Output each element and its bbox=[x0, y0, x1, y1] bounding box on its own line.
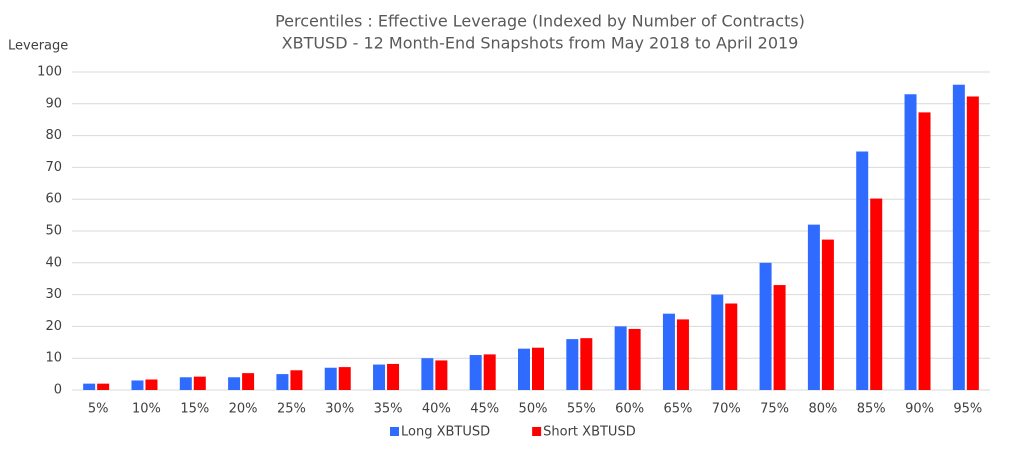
bar bbox=[532, 347, 544, 390]
bar bbox=[338, 367, 351, 390]
bar bbox=[628, 328, 641, 390]
x-tick-label: 30% bbox=[325, 402, 354, 417]
x-tick-label: 60% bbox=[615, 402, 644, 417]
bar bbox=[518, 348, 530, 390]
bar bbox=[711, 294, 724, 390]
bar bbox=[580, 338, 593, 390]
y-tick-label: 20 bbox=[45, 319, 62, 334]
x-tick-label: 85% bbox=[857, 402, 886, 417]
legend-label: Short XBTUSD bbox=[543, 425, 636, 440]
bar bbox=[435, 360, 448, 390]
chart-title: Percentiles : Effective Leverage (Indexe… bbox=[275, 12, 805, 31]
legend-swatch bbox=[532, 427, 542, 436]
bar bbox=[83, 383, 96, 390]
x-tick-label: 70% bbox=[712, 402, 741, 417]
bar bbox=[614, 326, 627, 390]
bar bbox=[290, 370, 303, 390]
y-tick-label: 30 bbox=[45, 287, 62, 302]
bar bbox=[193, 376, 206, 390]
x-tick-label: 20% bbox=[229, 402, 258, 417]
bar bbox=[856, 151, 869, 390]
x-tick-label: 50% bbox=[519, 402, 548, 417]
y-tick-label: 100 bbox=[37, 65, 62, 80]
bar bbox=[725, 303, 738, 390]
bar bbox=[759, 262, 772, 390]
x-tick-label: 80% bbox=[808, 402, 837, 417]
x-tick-label: 55% bbox=[567, 402, 596, 417]
y-tick-label: 40 bbox=[45, 255, 62, 270]
chart-subtitle: XBTUSD - 12 Month-End Snapshots from May… bbox=[282, 34, 799, 53]
bar bbox=[821, 239, 834, 390]
x-tick-label: 75% bbox=[760, 402, 789, 417]
bar bbox=[870, 198, 883, 390]
x-tick-label: 10% bbox=[132, 402, 161, 417]
y-tick-label: 0 bbox=[54, 383, 62, 398]
bar bbox=[676, 319, 689, 390]
x-tick-label: 15% bbox=[180, 402, 209, 417]
bar bbox=[952, 84, 965, 390]
y-tick-label: 60 bbox=[45, 192, 62, 207]
x-tick-label: 95% bbox=[953, 402, 982, 417]
bar bbox=[324, 367, 337, 390]
y-tick-label: 10 bbox=[45, 351, 62, 366]
bar bbox=[773, 285, 786, 390]
bar bbox=[662, 313, 675, 390]
bar bbox=[966, 96, 979, 391]
legend-swatch bbox=[390, 427, 399, 436]
bar bbox=[918, 112, 931, 391]
bar bbox=[421, 358, 434, 390]
x-tick-label: 35% bbox=[374, 402, 403, 417]
x-tick-label: 25% bbox=[277, 402, 306, 417]
bar bbox=[131, 380, 144, 390]
y-tick-label: 90 bbox=[45, 96, 62, 111]
bar bbox=[566, 339, 579, 390]
x-tick-label: 40% bbox=[422, 402, 451, 417]
bar bbox=[387, 363, 400, 390]
bar bbox=[483, 354, 496, 390]
bar bbox=[373, 364, 386, 390]
bar bbox=[228, 377, 241, 390]
y-tick-label: 50 bbox=[45, 224, 62, 239]
legend-label: Long XBTUSD bbox=[401, 425, 490, 440]
x-tick-label: 5% bbox=[88, 402, 109, 417]
y-tick-label: 80 bbox=[45, 128, 62, 143]
bar bbox=[469, 355, 482, 390]
y-tick-label: 70 bbox=[45, 160, 62, 175]
bar bbox=[904, 94, 917, 390]
x-tick-label: 65% bbox=[663, 402, 692, 417]
y-axis-label: Leverage bbox=[8, 39, 68, 54]
bar bbox=[276, 374, 289, 390]
x-tick-label: 90% bbox=[905, 402, 934, 417]
bar bbox=[145, 379, 158, 390]
x-tick-label: 45% bbox=[470, 402, 499, 417]
bar bbox=[97, 383, 110, 390]
bar bbox=[807, 224, 820, 390]
bar bbox=[179, 377, 192, 390]
bar bbox=[242, 373, 255, 390]
